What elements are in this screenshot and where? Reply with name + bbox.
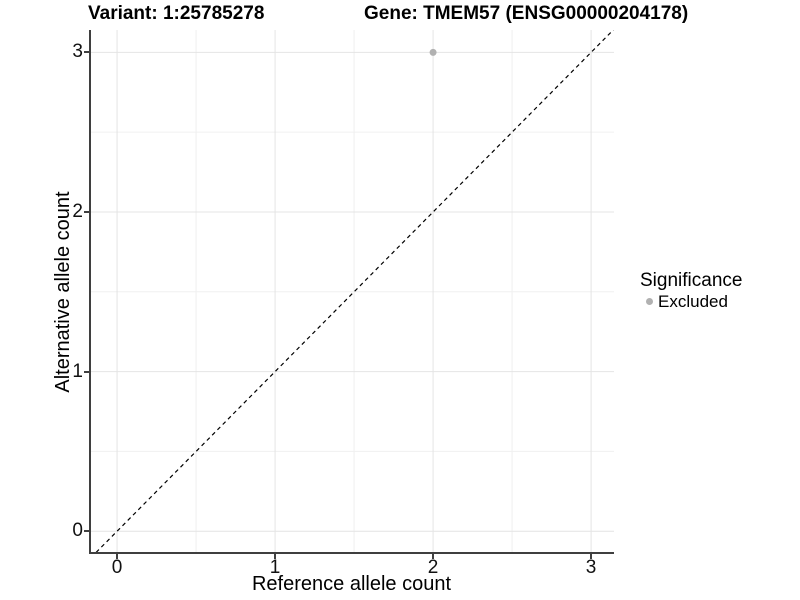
x-tick-label: 2 bbox=[427, 557, 439, 578]
y-tick-label: 3 bbox=[72, 41, 83, 63]
y-axis-tick bbox=[84, 51, 89, 54]
y-axis-tick bbox=[84, 530, 89, 533]
y-tick-label: 2 bbox=[72, 200, 83, 222]
y-tick-label: 1 bbox=[72, 360, 83, 382]
scatter-plot-canvas bbox=[91, 30, 614, 552]
x-axis-title: Reference allele count bbox=[251, 573, 451, 595]
x-axis-tick bbox=[590, 554, 593, 559]
x-tick-label: 0 bbox=[111, 557, 123, 578]
plot-title-variant: Variant: 1:25785278 bbox=[88, 3, 265, 24]
plot-panel bbox=[89, 30, 614, 554]
identity-reference-line bbox=[95, 30, 614, 552]
x-tick-label: 3 bbox=[585, 557, 597, 578]
legend-item-label: Excluded bbox=[658, 291, 728, 311]
y-tick-label: 0 bbox=[72, 520, 83, 542]
legend-item-excluded: Excluded bbox=[636, 291, 742, 311]
x-axis-tick bbox=[432, 554, 435, 559]
legend: Significance Excluded bbox=[636, 269, 743, 311]
x-tick-label: 1 bbox=[269, 557, 281, 578]
x-axis-tick bbox=[116, 554, 119, 559]
y-axis-title: Alternative allele count bbox=[52, 191, 74, 393]
legend-title: Significance bbox=[640, 270, 743, 291]
y-axis-tick bbox=[84, 210, 89, 213]
y-axis-tick bbox=[84, 370, 89, 373]
legend-point-icon bbox=[646, 298, 653, 305]
plot-title-gene: Gene: TMEM57 (ENSG00000204178) bbox=[364, 3, 689, 24]
x-axis-tick bbox=[274, 554, 277, 559]
data-point bbox=[429, 48, 437, 56]
